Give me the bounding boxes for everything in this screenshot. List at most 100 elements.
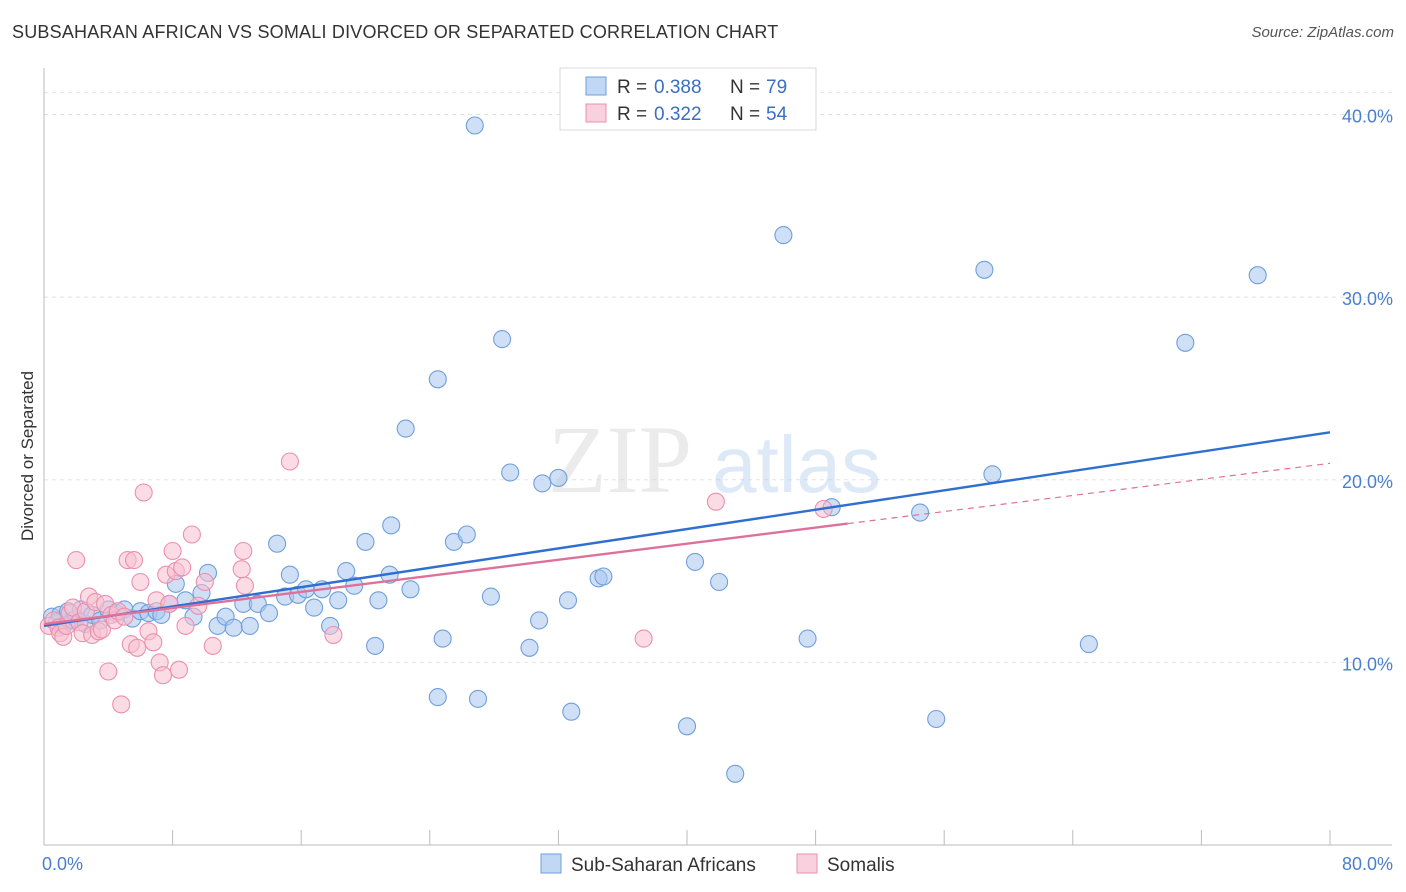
somali-point [124,551,144,570]
subsaharan-point [224,618,243,637]
watermark-atlas: atlas [712,420,881,509]
bottom-legend-swatch-subsaharan [540,853,562,874]
subsaharan-point [983,465,1002,484]
somali-point [153,666,173,685]
somali-point [232,560,251,579]
bottom-legend-label-somali: Somalis [827,855,895,876]
subsaharan-point [726,764,745,783]
legend-r-label-somali: R = [617,104,647,125]
subsaharan-point [457,525,476,544]
somali-point [163,541,182,561]
subsaharan-point [927,709,946,729]
trend-layer [43,431,1331,628]
subsaharan-point [549,468,568,487]
legend-swatch-subsaharan [585,76,607,96]
y-tick-label: 30.0% [1342,289,1393,309]
somali-trend-extension [847,462,1331,525]
subsaharan-trend-line [43,431,1331,628]
somali-point [195,572,214,592]
subsaharan-point [356,532,375,551]
somali-point [280,452,299,471]
somali-point [134,483,153,502]
subsaharan-point [558,591,578,610]
subsaharan-point [911,503,930,522]
subsaharan-point [280,565,299,584]
subsaharan-point [428,370,447,389]
somali-point [169,660,189,679]
x-tick-layer [172,830,1331,845]
legend-n-value-somali: 54 [766,104,788,125]
points-layer [39,116,1267,783]
y-tick-label-layer: 10.0% 20.0% 30.0% 40.0% [1342,107,1393,675]
watermark-zip: ZIP [548,406,692,513]
x-tick-label-max: 80.0% [1342,854,1393,874]
somali-point [634,629,653,648]
subsaharan-point [366,636,385,655]
somali-point [235,576,254,595]
subsaharan-point [1079,635,1098,654]
somali-point [176,616,195,635]
subsaharan-point [240,616,259,635]
y-tick-label: 10.0% [1342,654,1393,674]
bottom-legend: Sub-Saharan Africans Somalis [540,853,895,876]
subsaharan-point [465,116,484,135]
subsaharan-point [468,689,488,708]
subsaharan-point [710,572,729,592]
legend-swatch-somali [585,103,607,123]
somali-point [706,492,725,511]
somali-point [173,558,192,577]
chart-title: SUBSAHARAN AFRICAN VS SOMALI DIVORCED OR… [12,22,779,42]
subsaharan-point [594,567,613,586]
somali-point [128,638,147,657]
bottom-legend-label-subsaharan: Sub-Saharan Africans [571,855,756,876]
somali-point [144,633,163,652]
subsaharan-point [530,611,549,630]
subsaharan-point [401,580,420,599]
legend-r-label-subsaharan: R = [617,77,647,98]
y-axis-label: Divorced or Separated [18,371,37,541]
legend-r-value-subsaharan: 0.388 [654,77,702,98]
subsaharan-point [562,702,581,721]
legend-n-value-subsaharan: 79 [766,77,787,98]
subsaharan-point [501,463,520,482]
subsaharan-point [305,598,324,617]
y-tick-label: 40.0% [1342,107,1393,127]
subsaharan-point [396,419,415,438]
subsaharan-point [329,591,348,610]
legend-r-value-somali: 0.322 [654,104,702,125]
subsaharan-point [296,580,316,599]
legend-n-label-subsaharan: N = [730,77,760,98]
subsaharan-point [259,604,279,623]
y-tick-label: 20.0% [1342,472,1393,492]
somali-point [112,695,131,714]
subsaharan-point [774,226,793,245]
subsaharan-point [428,688,447,707]
x-tick-label-min: 0.0% [42,854,83,874]
somali-point [324,625,343,645]
somali-point [115,607,134,626]
subsaharan-point [685,552,705,571]
subsaharan-point [382,516,401,535]
somali-point [182,525,201,544]
chart-source: Source: ZipAtlas.com [1251,24,1394,41]
legend: R = 0.388 N = 79 R = 0.322 N = 54 [559,67,817,131]
subsaharan-point [268,534,287,553]
subsaharan-point [481,587,500,606]
subsaharan-point [369,591,388,610]
somali-point [92,620,111,639]
somali-point [234,541,253,561]
bottom-legend-swatch-somali [796,853,818,874]
subsaharan-point [493,330,512,349]
legend-n-label-somali: N = [730,104,760,125]
subsaharan-point [975,260,994,279]
somali-point [99,662,118,681]
subsaharan-point [533,474,552,493]
somali-trend-line [43,522,848,626]
subsaharan-point [433,629,452,648]
subsaharan-point [520,638,539,657]
axis-layer [43,68,1392,846]
subsaharan-point [1248,266,1267,285]
subsaharan-point [1176,333,1195,352]
somali-point [67,551,86,570]
